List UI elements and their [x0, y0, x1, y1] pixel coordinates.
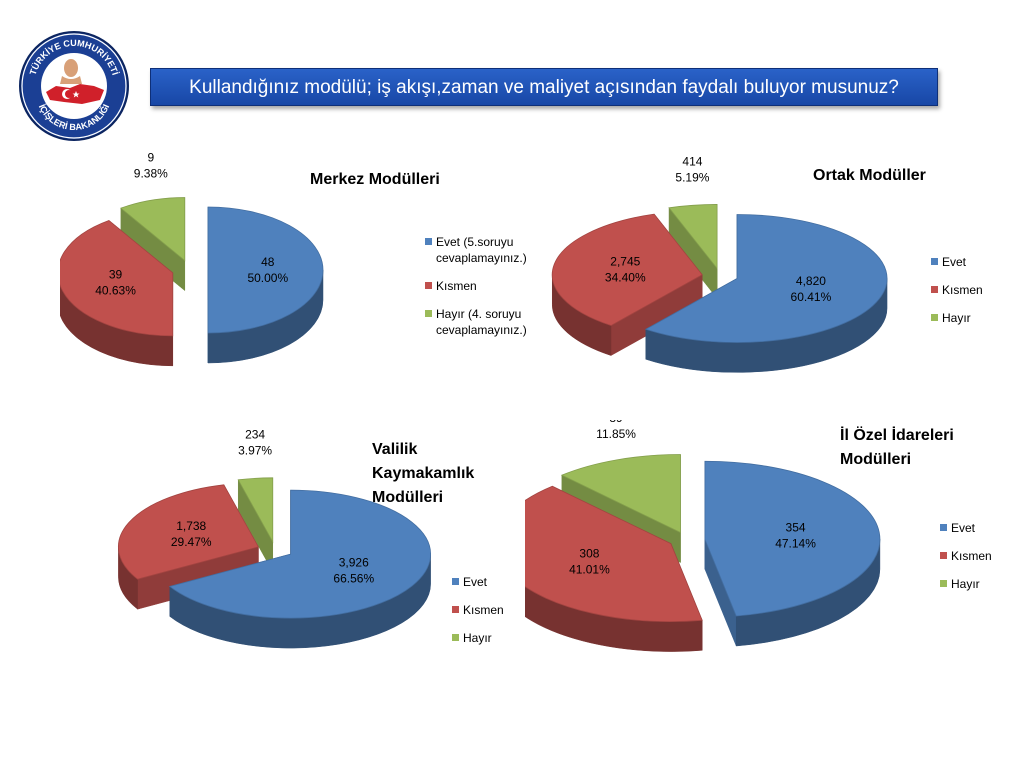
data-label-percent-evet: 50.00%	[247, 271, 288, 285]
legend-item-evet: Evet	[452, 574, 504, 590]
chart-title: İl Özel İdareleri Modülleri	[840, 424, 954, 472]
legend-item-kismen: Kısmen	[931, 282, 983, 298]
legend-label: Kısmen	[463, 603, 504, 617]
legend-swatch	[931, 314, 938, 321]
data-label-percent-kismen: 40.63%	[95, 283, 136, 297]
legend-swatch	[940, 552, 947, 559]
legend-swatch	[452, 578, 459, 585]
pie-il-ozel: 354 47.14% 308 41.01% 89 11.85%	[495, 411, 881, 652]
ministry-seal-logo: TÜRKİYE CUMHURİYETİ İÇİŞLERİ BAKANLIĞI	[19, 31, 129, 141]
data-label-value-evet: 48	[261, 255, 275, 269]
legend-swatch	[425, 310, 432, 317]
legend-swatch	[452, 606, 459, 613]
legend-swatch	[425, 238, 432, 245]
data-label-percent-hayir: 5.19%	[675, 171, 709, 185]
data-label-value-hayir: 9	[147, 151, 154, 165]
chart-valilik-kaymakamlik: 3,926 66.56% 1,738 29.47% 234 3.97% Valilik Ka…	[60, 428, 520, 685]
data-label-percent-kismen: 34.40%	[605, 270, 646, 284]
legend-label: Kısmen	[942, 283, 983, 297]
slide-title: Kullandığınız modülü; iş akışı,zaman ve …	[150, 68, 938, 106]
pie-slice-evet	[704, 460, 881, 617]
chart-title-line: Kaymakamlık	[372, 465, 475, 482]
legend-label: cevaplamayınız.)	[436, 251, 527, 265]
legend-item-hayir: Hayır (4. soruyu cevaplamayınız.)	[425, 306, 527, 338]
data-label-percent-kismen: 29.47%	[171, 535, 212, 549]
pie-slice-evet	[644, 214, 888, 343]
data-label-value-hayir: 89	[609, 420, 623, 425]
legend-item-hayir: Hayır	[940, 576, 992, 592]
chart-legend: Evet Kısmen Hayır	[931, 254, 983, 338]
legend-label: Evet	[463, 575, 488, 589]
chart-legend: Evet (5.soruyu cevaplamayınız.) Kısmen Hayı…	[425, 234, 527, 350]
chart-legend: Evet Kısmen Hayır	[452, 574, 504, 658]
data-label-value-evet: 4,820	[796, 274, 826, 288]
data-label-percent-evet: 60.41%	[791, 290, 832, 304]
pie-slice-hayir	[120, 197, 186, 262]
data-label-value-kismen: 308	[579, 547, 599, 561]
data-label-value-hayir: 234	[245, 430, 265, 442]
chart-title: Merkez Modülleri	[310, 171, 440, 188]
pie-valilik: 3,926 66.56% 1,738 29.47% 234 3.97%	[118, 428, 431, 649]
chart-title-line: Modülleri	[372, 489, 444, 506]
chart-title-line: Valilik	[372, 441, 418, 458]
legend-item-hayir: Hayır	[931, 310, 983, 326]
legend-swatch	[425, 282, 432, 289]
pie-merkez: 48 50.00% 39 40.63% 9 9.38%	[57, 151, 324, 367]
chart-title-line: İl Özel İdareleri	[840, 427, 954, 444]
legend-item-evet: Evet	[931, 254, 983, 270]
legend-label: Evet	[942, 255, 967, 269]
chart-legend: Evet Kısmen Hayır	[940, 520, 992, 604]
data-label-value-evet: 3,926	[339, 556, 369, 570]
data-label-percent-hayir: 3.97%	[238, 444, 272, 458]
legend-label: Evet (5.soruyu	[436, 235, 514, 249]
legend-label: Hayır	[463, 631, 492, 645]
chart-il-ozel-idareleri: 354 47.14% 308 41.01% 89 11.85% İl Özel İdare…	[495, 411, 992, 675]
pie-slice-kismen	[118, 484, 259, 580]
pie-slice-kismen	[551, 213, 703, 326]
data-label-percent-kismen: 41.01%	[569, 563, 610, 577]
chart-title: Ortak Modüller	[813, 167, 926, 184]
legend-swatch	[931, 286, 938, 293]
data-label-value-evet: 354	[786, 521, 806, 535]
pie-slice-kismen	[57, 220, 174, 337]
pie-slice-hayir	[237, 477, 274, 544]
legend-swatch	[452, 634, 459, 641]
pie-slice-evet	[168, 489, 431, 619]
legend-label: cevaplamayınız.)	[436, 323, 527, 337]
data-label-percent-hayir: 9.38%	[134, 167, 168, 181]
data-label-value-hayir: 414	[682, 155, 702, 169]
pie-slice-hayir	[668, 204, 718, 270]
legend-item-hayir: Hayır	[452, 630, 504, 646]
data-label-percent-evet: 47.14%	[775, 537, 816, 551]
legend-item-evet: Evet	[940, 520, 992, 536]
legend-label: Evet	[951, 521, 976, 535]
legend-item-evet: Evet (5.soruyu cevaplamayınız.)	[425, 234, 527, 266]
legend-label: Hayır (4. soruyu	[436, 307, 522, 321]
legend-label: Kısmen	[951, 549, 992, 563]
chart-title: Valilik Kaymakamlık Modülleri	[372, 438, 474, 510]
chart-merkez-modulleri: 48 50.00% 39 40.63% 9 9.38% Merkez Modülleri …	[57, 150, 527, 405]
legend-swatch	[940, 524, 947, 531]
pie-ortak: 4,820 60.41% 2,745 34.40% 414 5.19%	[551, 155, 888, 373]
data-label-value-kismen: 2,745	[610, 254, 640, 268]
legend-label: Kısmen	[436, 279, 477, 293]
chart-ortak-moduller: 4,820 60.41% 2,745 34.40% 414 5.19% Ortak Mod…	[525, 150, 985, 405]
data-label-value-kismen: 39	[109, 267, 123, 281]
data-label-percent-evet: 66.56%	[333, 572, 374, 586]
pie-slice-evet	[207, 206, 324, 334]
legend-swatch	[940, 580, 947, 587]
legend-item-kismen: Kısmen	[452, 602, 504, 618]
legend-item-kismen: Kısmen	[425, 278, 527, 294]
chart-title-line: Modülleri	[840, 451, 912, 468]
data-label-percent-hayir: 11.85%	[596, 427, 636, 441]
pie-slice-hayir	[560, 454, 681, 534]
legend-swatch	[931, 258, 938, 265]
legend-item-kismen: Kısmen	[940, 548, 992, 564]
data-label-value-kismen: 1,738	[176, 519, 206, 533]
legend-label: Hayır	[942, 311, 971, 325]
legend-label: Hayır	[951, 577, 980, 591]
